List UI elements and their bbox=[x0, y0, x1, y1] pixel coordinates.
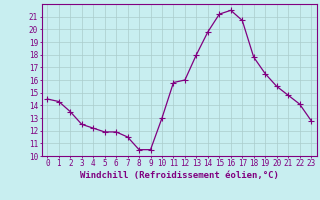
X-axis label: Windchill (Refroidissement éolien,°C): Windchill (Refroidissement éolien,°C) bbox=[80, 171, 279, 180]
